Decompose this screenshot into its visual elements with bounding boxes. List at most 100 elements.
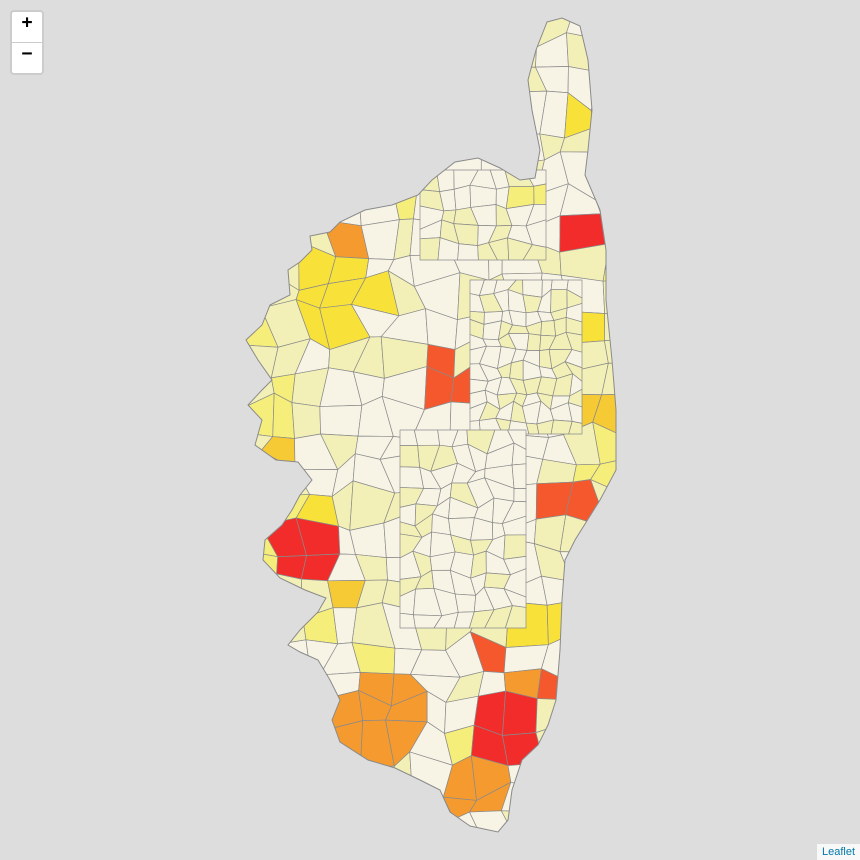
commune-polygon[interactable] <box>446 10 486 50</box>
commune-polygon[interactable] <box>383 31 421 79</box>
commune-polygon[interactable] <box>515 10 542 48</box>
commune-polygon[interactable] <box>559 514 609 554</box>
commune-polygon[interactable] <box>602 241 630 282</box>
commune-polygon[interactable] <box>359 68 389 110</box>
commune-polygon[interactable] <box>562 719 611 770</box>
commune-polygon[interactable] <box>600 665 630 703</box>
commune-polygon[interactable] <box>602 783 630 816</box>
commune-polygon[interactable] <box>565 581 604 610</box>
commune-polygon[interactable] <box>503 534 527 560</box>
commune-polygon[interactable] <box>601 843 630 860</box>
commune-polygon[interactable] <box>540 320 557 337</box>
commune-polygon[interactable] <box>399 445 421 468</box>
commune-polygon[interactable] <box>440 847 490 860</box>
commune-polygon[interactable] <box>302 60 331 104</box>
commune-polygon[interactable] <box>264 222 299 254</box>
commune-polygon[interactable] <box>278 693 308 741</box>
commune-polygon[interactable] <box>568 421 583 435</box>
commune-polygon[interactable] <box>319 404 363 437</box>
commune-polygon[interactable] <box>469 184 497 208</box>
commune-polygon[interactable] <box>592 393 630 440</box>
commune-polygon[interactable] <box>481 36 519 71</box>
commune-polygon[interactable] <box>606 523 630 558</box>
zoom-out-button[interactable]: − <box>21 43 33 64</box>
commune-polygon[interactable] <box>353 10 397 50</box>
commune-polygon[interactable] <box>399 612 416 629</box>
commune-polygon[interactable] <box>559 677 604 701</box>
commune-polygon[interactable] <box>240 810 276 855</box>
commune-polygon[interactable] <box>502 36 537 69</box>
commune-polygon[interactable] <box>240 603 272 646</box>
zoom-in-button[interactable]: + <box>12 12 42 43</box>
commune-polygon[interactable] <box>293 195 340 224</box>
commune-polygon[interactable] <box>414 96 448 122</box>
commune-polygon[interactable] <box>453 184 472 211</box>
commune-polygon[interactable] <box>593 603 630 647</box>
commune-polygon[interactable] <box>240 197 279 230</box>
commune-polygon[interactable] <box>602 814 630 859</box>
commune-polygon[interactable] <box>600 633 630 681</box>
leaflet-link[interactable]: Leaflet <box>821 846 855 858</box>
commune-polygon[interactable] <box>291 788 329 830</box>
commune-polygon[interactable] <box>321 184 362 227</box>
commune-polygon[interactable] <box>443 120 482 155</box>
commune-polygon[interactable] <box>307 149 340 201</box>
commune-polygon[interactable] <box>509 359 524 381</box>
commune-polygon[interactable] <box>477 67 519 107</box>
commune-polygon[interactable] <box>592 421 630 465</box>
commune-polygon[interactable] <box>302 665 325 700</box>
commune-polygon[interactable] <box>240 37 272 80</box>
commune-polygon[interactable] <box>505 605 527 629</box>
commune-polygon[interactable] <box>289 754 330 795</box>
commune-polygon[interactable] <box>522 244 547 261</box>
commune-polygon[interactable] <box>572 698 608 739</box>
commune-polygon[interactable] <box>446 42 490 74</box>
commune-polygon[interactable] <box>272 782 298 828</box>
commune-polygon[interactable] <box>240 222 279 254</box>
commune-polygon[interactable] <box>559 634 604 681</box>
commune-polygon[interactable] <box>363 104 399 139</box>
commune-polygon[interactable] <box>476 845 519 860</box>
commune-polygon[interactable] <box>422 847 448 860</box>
commune-polygon[interactable] <box>539 789 565 818</box>
commune-polygon[interactable] <box>240 854 275 860</box>
commune-polygon[interactable] <box>240 641 275 677</box>
commune-polygon[interactable] <box>539 762 564 792</box>
commune-polygon[interactable] <box>272 818 308 854</box>
commune-polygon[interactable] <box>535 698 576 733</box>
commune-polygon[interactable] <box>259 10 310 45</box>
commune-polygon[interactable] <box>595 35 630 73</box>
commune-polygon[interactable] <box>419 169 440 192</box>
commune-polygon[interactable] <box>513 487 527 503</box>
commune-polygon[interactable] <box>240 128 271 153</box>
commune-polygon[interactable] <box>364 788 394 829</box>
commune-polygon[interactable] <box>602 552 630 582</box>
commune-polygon[interactable] <box>419 237 441 261</box>
commune-polygon[interactable] <box>357 153 401 199</box>
commune-polygon[interactable] <box>358 31 397 79</box>
commune-polygon[interactable] <box>410 42 455 74</box>
commune-polygon[interactable] <box>264 37 309 76</box>
commune-polygon[interactable] <box>590 457 630 498</box>
commune-polygon[interactable] <box>419 10 455 50</box>
commune-polygon[interactable] <box>502 690 538 736</box>
commune-polygon[interactable] <box>446 69 490 107</box>
commune-polygon[interactable] <box>436 169 455 192</box>
commune-polygon[interactable] <box>302 607 339 645</box>
commune-polygon[interactable] <box>454 593 477 613</box>
commune-polygon[interactable] <box>338 149 369 196</box>
commune-polygon[interactable] <box>410 66 448 103</box>
commune-polygon[interactable] <box>289 727 334 771</box>
commune-polygon[interactable] <box>270 843 308 860</box>
commune-polygon[interactable] <box>301 99 340 139</box>
commune-polygon[interactable] <box>550 279 569 291</box>
commune-polygon[interactable] <box>240 107 270 134</box>
commune-polygon[interactable] <box>590 64 630 111</box>
commune-polygon[interactable] <box>413 429 441 446</box>
commune-polygon[interactable] <box>261 606 307 646</box>
commune-polygon[interactable] <box>414 119 446 156</box>
commune-polygon[interactable] <box>320 10 360 50</box>
commune-polygon[interactable] <box>240 573 277 607</box>
